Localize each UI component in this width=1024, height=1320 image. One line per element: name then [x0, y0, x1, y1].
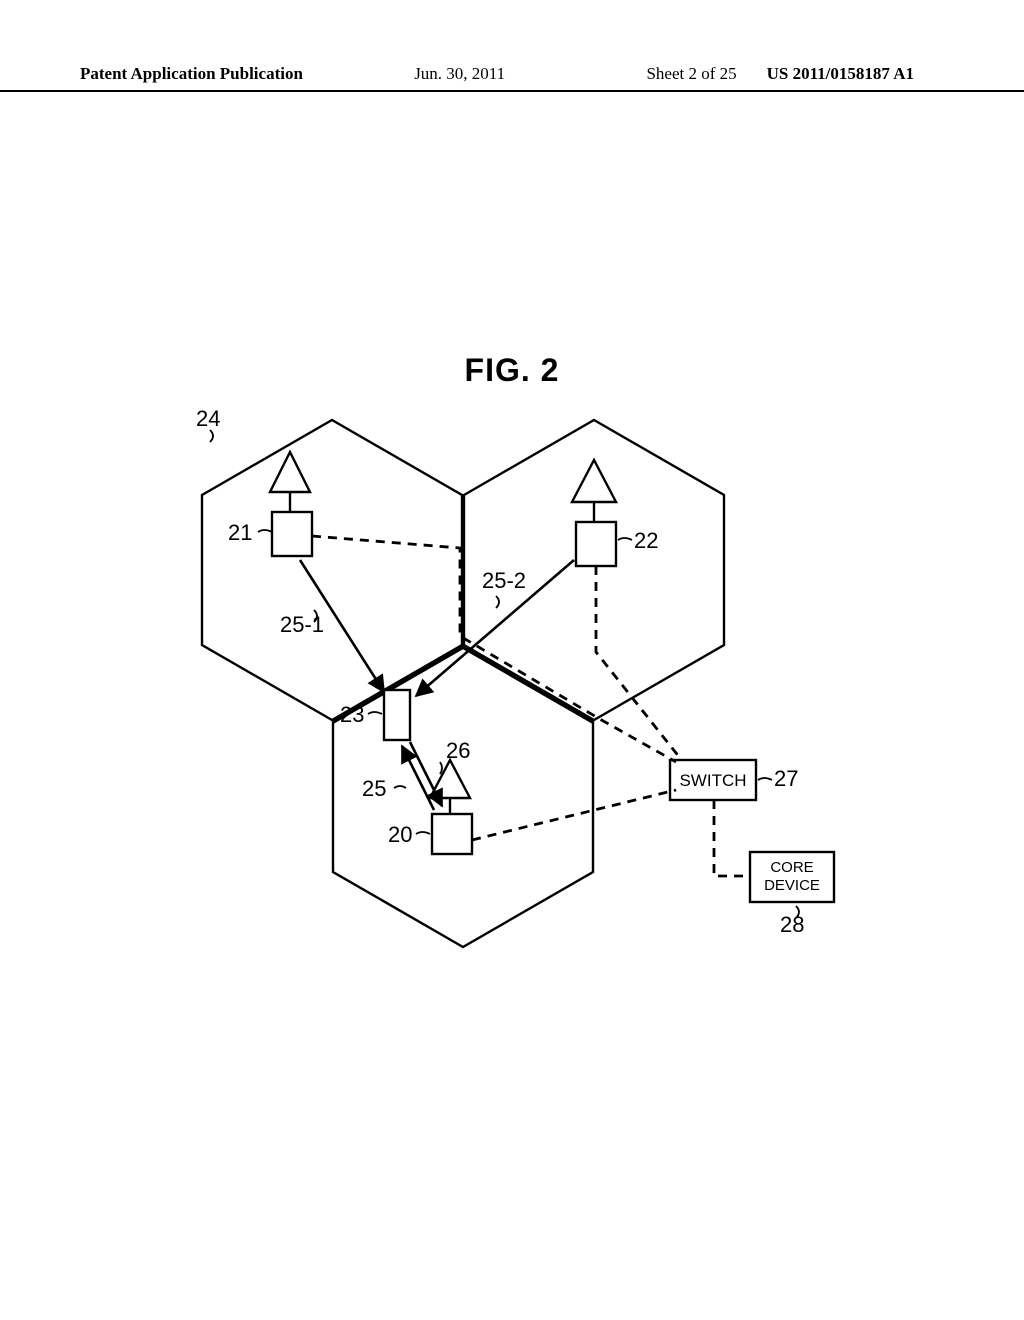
label-21: 21 — [228, 520, 252, 546]
figure-diagram: SWITCH CORE DEVICE 24 21 22 23 20 25-1 2… — [162, 400, 862, 960]
label-26: 26 — [446, 738, 470, 764]
node-ue-23 — [384, 690, 410, 740]
leader-26 — [440, 762, 442, 774]
header-publication: Patent Application Publication — [80, 64, 303, 84]
label-28: 28 — [780, 912, 804, 938]
node-bs-20 — [430, 760, 472, 854]
figure-title: FIG. 2 — [0, 352, 1024, 389]
page-header: Patent Application Publication Jun. 30, … — [0, 64, 1024, 92]
node-bs-22 — [572, 460, 616, 566]
label-25-2: 25-2 — [482, 568, 526, 594]
leader-21 — [258, 530, 272, 532]
hex-cell-24 — [202, 420, 462, 720]
leader-25-2 — [496, 596, 499, 608]
leader-27 — [758, 778, 772, 780]
leader-20 — [416, 832, 430, 834]
label-23: 23 — [340, 702, 364, 728]
label-22: 22 — [634, 528, 658, 554]
header-sheet: Sheet 2 of 25 — [646, 64, 736, 84]
node-bs-21 — [270, 452, 312, 556]
leader-22 — [618, 538, 632, 540]
dashed-links — [312, 536, 750, 876]
label-27: 27 — [774, 766, 798, 792]
label-25: 25 — [362, 776, 386, 802]
label-20: 20 — [388, 822, 412, 848]
hex-cells — [202, 420, 724, 947]
core-label-1: CORE — [770, 859, 813, 876]
header-pubnum: US 2011/0158187 A1 — [767, 64, 914, 84]
core-label-2: DEVICE — [764, 877, 820, 894]
label-24: 24 — [196, 406, 220, 432]
switch-label: SWITCH — [679, 771, 746, 790]
header-date: Jun. 30, 2011 — [273, 64, 647, 84]
leader-25 — [394, 786, 406, 788]
label-25-1: 25-1 — [280, 612, 324, 638]
leader-23 — [368, 712, 382, 714]
